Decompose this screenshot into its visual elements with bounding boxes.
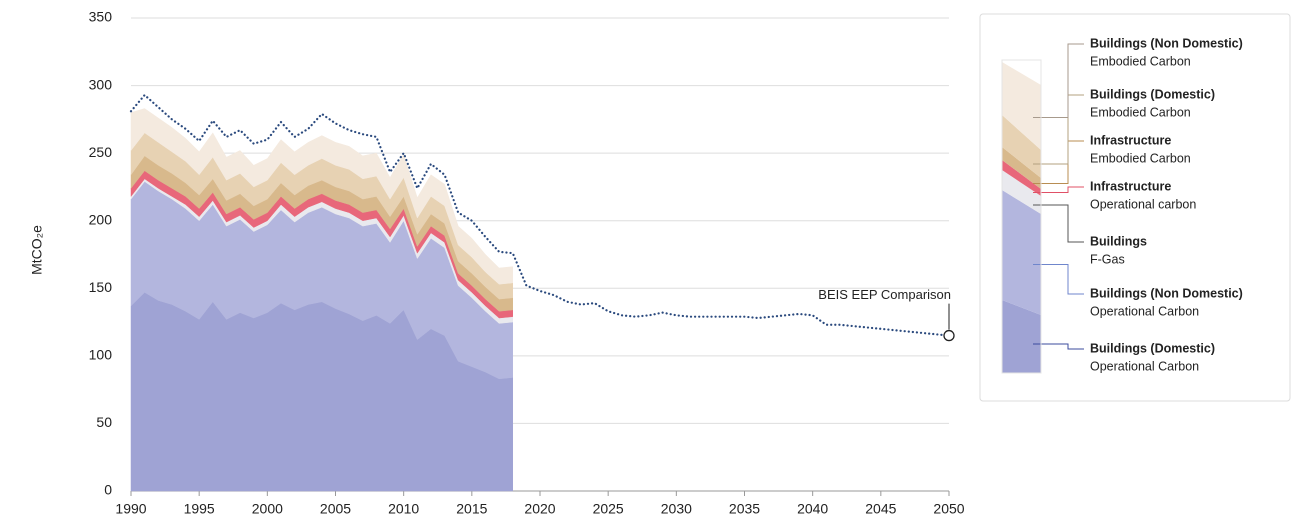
legend-detail: Embodied Carbon [1090, 151, 1191, 165]
legend-bar-frame [1001, 59, 1042, 374]
legend-detail: Embodied Carbon [1090, 105, 1191, 119]
legend-box [979, 13, 1291, 402]
legend-detail: Embodied Carbon [1090, 54, 1191, 68]
y-tick-label: 300 [89, 76, 113, 92]
legend-detail: Operational carbon [1090, 197, 1196, 211]
y-tick-label: 50 [96, 414, 112, 430]
y-tick-label: 200 [89, 211, 113, 227]
legend-leader [1033, 343, 1084, 350]
y-tick-label: 350 [89, 9, 113, 25]
legend-leader [1033, 186, 1084, 193]
area [130, 108, 513, 285]
y-axis-label: MtCO₂e [29, 225, 45, 275]
x-tick-label: 2035 [729, 501, 760, 517]
legend-detail: F-Gas [1090, 252, 1125, 266]
end-marker [943, 329, 955, 342]
legend-swatch [1002, 62, 1041, 150]
legend-leader [1033, 264, 1084, 295]
x-tick-label: 2045 [865, 501, 896, 517]
legend-leader [1033, 204, 1084, 243]
legend-leader [1033, 43, 1084, 118]
y-tick-label: 100 [89, 347, 113, 363]
annotation: BEIS EEP Comparison [818, 287, 951, 302]
legend-name: Buildings (Domestic) [1090, 87, 1215, 101]
x-tick-label: 2010 [388, 501, 419, 517]
x-tick-label: 2025 [593, 501, 624, 517]
legend-swatch [1002, 170, 1041, 214]
legend-swatch [1002, 300, 1041, 373]
dotted-line [129, 93, 951, 337]
legend-name: Infrastructure [1090, 179, 1171, 193]
x-tick-label: 2040 [797, 501, 828, 517]
x-tick-label: 2015 [456, 501, 487, 517]
legend-swatch [1002, 190, 1041, 315]
x-tick-label: 2020 [524, 501, 555, 517]
legend-name: Buildings [1090, 234, 1147, 248]
legend-swatch [1002, 160, 1041, 196]
legend-name: Buildings (Non Domestic) [1090, 36, 1243, 50]
legend-name: Buildings (Domestic) [1090, 341, 1215, 355]
y-tick-label: 0 [104, 482, 112, 498]
x-tick-label: 1995 [184, 501, 215, 517]
y-tick-label: 250 [89, 144, 113, 160]
y-tick-label: 150 [89, 279, 113, 295]
legend-swatch [1002, 115, 1041, 178]
x-tick-label: 2000 [252, 501, 283, 517]
legend-detail: Operational Carbon [1090, 304, 1199, 318]
legend-leader [1033, 94, 1084, 165]
x-tick-label: 2050 [933, 501, 964, 517]
x-tick-label: 2005 [320, 501, 351, 517]
legend-swatch [1002, 147, 1041, 189]
legend-name: Infrastructure [1090, 133, 1171, 147]
x-tick-label: 1990 [115, 501, 146, 517]
legend-detail: Operational Carbon [1090, 359, 1199, 373]
x-tick-label: 2030 [661, 501, 692, 517]
legend-name: Buildings (Non Domestic) [1090, 286, 1243, 300]
